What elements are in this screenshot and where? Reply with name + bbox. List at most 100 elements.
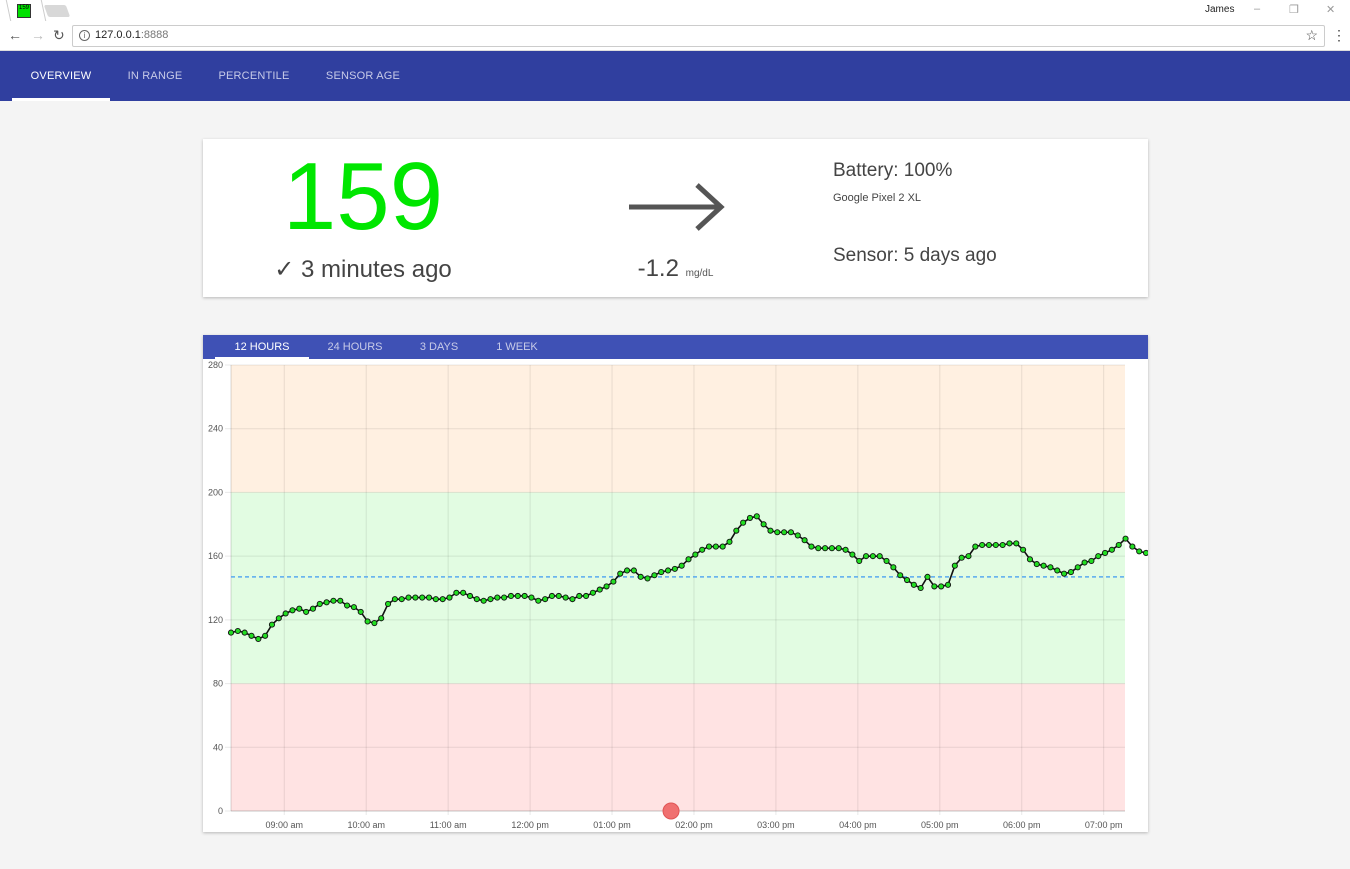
address-bar-row: ← → ↻ i 127.0.0.1:8888 ☆ ⋮ [0,21,1350,51]
glucose-chart: 0 40 80 120 160 200 240 280 09:00 am 10:00 am 11:0… [208,360,1148,830]
glucose-point [1040,562,1047,569]
glucose-point [262,632,269,639]
glucose-point [405,594,412,601]
glucose-point [835,545,842,552]
glucose-point [610,578,617,585]
x-tick-label: 03:00 pm [757,820,795,830]
minimize-icon[interactable]: – [1254,3,1261,15]
tab-overview[interactable]: OVERVIEW [12,51,110,101]
y-tick-label: 120 [208,615,223,625]
glucose-point [985,541,993,549]
browser-menu-icon[interactable]: ⋮ [1332,27,1346,43]
glucose-point [808,543,815,550]
tab-12-hours[interactable]: 12 HOURS [215,335,309,359]
glucose-point [555,592,562,600]
reload-icon[interactable]: ↻ [53,27,65,43]
glucose-point [412,594,419,601]
glucose-point [849,551,856,558]
tab-1-week[interactable]: 1 WEEK [496,341,538,353]
restore-icon[interactable]: ❐ [1289,4,1299,16]
x-tick-label: 10:00 am [347,820,385,830]
glucose-point [1013,540,1020,547]
glucose-point [425,594,433,601]
profile-name[interactable]: James [1205,4,1235,15]
glucose-point [924,573,931,580]
glucose-point [876,553,883,560]
glucose-point [234,627,241,635]
sensor-age: Sensor: 5 days ago [833,245,997,266]
glucose-point [685,556,692,563]
glucose-point [938,583,945,590]
device-name: Google Pixel 2 XL [833,192,922,204]
app-nav: OVERVIEW IN RANGE PERCENTILE SENSOR AGE [0,51,1350,101]
chart-card: 12 HOURS 24 HOURS 3 DAYS 1 WEEK 0 40 80 120… [203,335,1148,832]
glucose-point [664,567,672,574]
glucose-point [1136,548,1143,555]
y-tick-label: 160 [208,551,223,561]
glucose-point [596,586,603,593]
x-tick-label: 04:00 pm [839,820,877,830]
glucose-point [733,527,740,534]
info-icon[interactable]: i [79,30,90,41]
glucose-point [548,592,555,600]
glucose-point [910,581,917,588]
glucose-point [432,596,439,603]
glucose-point [671,565,678,572]
url-input[interactable]: i 127.0.0.1:8888 ☆ [72,25,1325,47]
x-tick-label: 09:00 am [265,820,303,830]
glucose-point [1095,553,1102,560]
tab-percentile[interactable]: PERCENTILE [218,70,290,82]
glucose-point [999,541,1006,549]
tab-sensor-age[interactable]: SENSOR AGE [325,70,401,82]
glucose-point [856,557,863,564]
glucose-point [931,583,938,590]
glucose-point [944,581,952,588]
glucose-point [350,604,357,611]
glucose-point [965,553,972,560]
glucose-point [726,538,733,545]
bookmark-star-icon[interactable]: ☆ [1305,27,1318,43]
glucose-point [1088,557,1095,564]
glucose-point [316,600,323,607]
glucose-point [801,537,808,544]
x-tick-label: 01:00 pm [593,820,631,830]
x-tick-label: 06:00 pm [1003,820,1041,830]
glucose-point [712,543,719,550]
glucose-point [1047,564,1054,571]
tab-24-hours[interactable]: 24 HOURS [327,341,383,353]
glucose-point [385,600,392,607]
glucose-point [740,519,747,526]
glucose-point [391,596,398,603]
tab-in-range[interactable]: IN RANGE [127,70,183,82]
glucose-point [979,541,986,549]
back-icon[interactable]: ← [8,27,22,43]
glucose-point [869,553,876,560]
glucose-point [746,514,754,521]
glucose-point [337,597,344,604]
y-tick-label: 240 [208,424,223,434]
glucose-point [309,605,316,612]
glucose-point [699,546,706,553]
forward-icon[interactable]: → [31,27,45,43]
glucose-point [815,545,822,552]
new-tab-button[interactable] [43,5,71,17]
glucose-point [883,557,890,564]
glucose-point [1006,540,1013,547]
glucose-point [419,594,426,601]
glucose-point [1026,556,1033,563]
x-tick-label: 11:00 am [430,820,467,830]
glucose-point [958,554,965,561]
tab-3-days[interactable]: 3 DAYS [419,341,459,353]
glucose-point [617,570,624,577]
glucose-point [1061,570,1068,577]
close-window-icon[interactable]: ✕ [1326,4,1336,16]
glucose-point [453,589,460,596]
glucose-point [1122,535,1129,542]
glucose-point [466,592,474,600]
glucose-point [917,584,924,592]
glucose-point [521,592,528,600]
y-tick-label: 80 [213,679,223,689]
glucose-point [289,607,296,614]
glucose-point [569,596,576,603]
glucose-point [897,572,904,579]
